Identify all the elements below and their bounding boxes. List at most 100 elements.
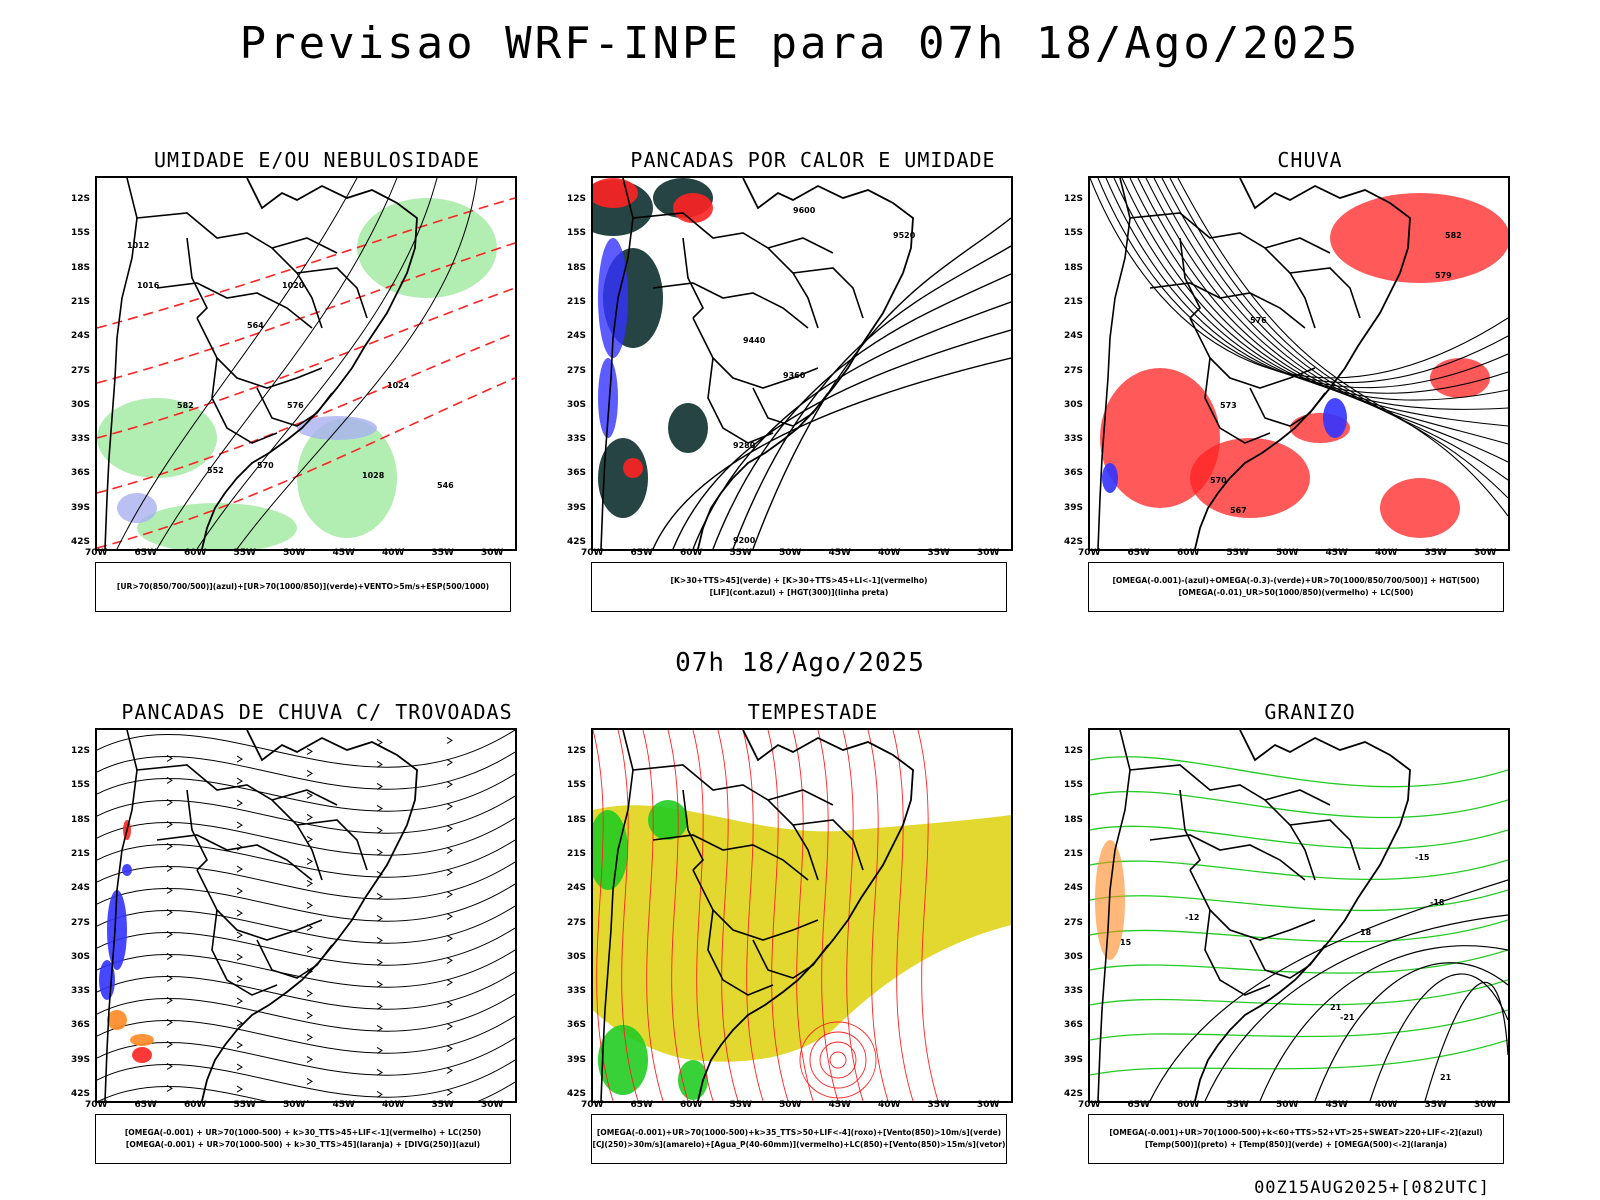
lon-tick-label: 45W	[828, 548, 851, 558]
contour-line	[817, 730, 839, 1101]
lon-tick-label: 65W	[630, 1100, 653, 1110]
streamline-arrow	[306, 989, 313, 997]
contour-label: 1012	[127, 241, 149, 250]
streamline-arrow	[446, 802, 453, 810]
streamline-arrow	[306, 945, 313, 953]
lat-tick-label: 18S	[1064, 262, 1084, 273]
lat-tick-label: 39S	[1064, 1054, 1084, 1065]
lon-tick-label: 40W	[878, 1100, 901, 1110]
streamline-arrow	[306, 835, 313, 843]
lon-tick-label: 45W	[1325, 1100, 1348, 1110]
legend-line: [OMEGA(-0.001) + UR>70(1000-500) + k>30_…	[125, 1140, 481, 1149]
lat-tick-label: 36S	[1064, 468, 1084, 479]
contour-label: 573	[1220, 401, 1237, 410]
contour-label: 546	[437, 481, 454, 490]
border-line	[156, 834, 313, 881]
border-line	[1189, 869, 1316, 941]
contour-line	[712, 273, 1011, 549]
contour-line	[1145, 178, 1508, 445]
lon-tick-label: 35W	[431, 548, 454, 558]
lat-tick-label: 15S	[71, 228, 91, 239]
border-line	[1179, 237, 1201, 319]
lon-tick-label: 60W	[184, 548, 207, 558]
contour-label: 9600	[793, 206, 816, 215]
lon-tick-label: 65W	[630, 548, 653, 558]
coastline	[1194, 178, 1411, 549]
coastline	[1194, 730, 1411, 1101]
contour-label: 570	[1210, 476, 1227, 485]
lat-tick-label: 27S	[71, 917, 91, 928]
shaded-area	[122, 864, 132, 876]
border-line	[1129, 764, 1316, 881]
shaded-area	[297, 418, 397, 538]
lat-tick-label: 15S	[567, 228, 587, 239]
streamline	[98, 1081, 515, 1101]
contour-label: 1028	[362, 471, 385, 480]
jet-stream-area	[593, 805, 1011, 1062]
streamline-arrow	[376, 1069, 383, 1076]
map-frame: 1012 1016 1020 1024 1028 564 570 576 582 546 552	[95, 176, 517, 551]
lat-tick-label: 12S	[1064, 746, 1084, 756]
lon-tick-label: 55W	[233, 548, 256, 558]
streamline-arrow	[376, 959, 383, 966]
contour-label: 1020	[282, 281, 305, 290]
contour-label: 582	[177, 401, 194, 410]
lat-tick-label: 30S	[71, 399, 91, 410]
lon-tick-label: 50W	[283, 1100, 306, 1110]
lon-tick-label: 50W	[1276, 1100, 1299, 1110]
lat-tick-label: 30S	[1064, 399, 1084, 410]
border-line	[1149, 834, 1306, 881]
contour-line	[236, 178, 478, 549]
streamline-arrow	[446, 912, 453, 920]
streamline-arrow	[376, 893, 383, 900]
lat-tick-label: 33S	[567, 986, 587, 997]
lon-tick-label: 30W	[977, 1100, 1000, 1110]
streamline-arrow	[236, 865, 243, 873]
contour-line	[767, 730, 789, 1101]
shaded-area	[132, 1047, 152, 1063]
border-line	[600, 178, 634, 549]
lat-tick-label: 42S	[71, 537, 91, 547]
panel-title: CHUVA	[1277, 148, 1343, 172]
contour-line	[617, 730, 639, 1101]
lat-tick-label: 12S	[1064, 194, 1084, 204]
contour-line	[97, 242, 515, 384]
contour-label: 9200	[733, 536, 756, 545]
contour-label: 576	[1250, 316, 1267, 325]
streamline-arrow	[376, 937, 383, 944]
shaded-area	[598, 438, 648, 518]
border-line	[632, 212, 819, 329]
border-line	[104, 730, 138, 1101]
shaded-area	[668, 403, 708, 453]
panel-title: GRANIZO	[1264, 700, 1356, 724]
contour-label: 579	[1435, 271, 1452, 280]
map-canvas: 582 579 576 573 570 567	[1090, 178, 1508, 549]
streamline	[97, 993, 515, 1032]
lat-tick-label: 21S	[567, 848, 587, 859]
contour-line	[1090, 825, 1508, 850]
map-panel-umidade: UMIDADE E/OU NEBULOSIDADE 1012 1016 1020 102…	[57, 148, 557, 633]
shaded-area	[357, 198, 497, 298]
lat-tick-label: 24S	[567, 883, 587, 894]
border-line	[196, 869, 323, 941]
map-canvas	[593, 730, 1011, 1101]
border-line	[136, 212, 323, 329]
streamline	[97, 883, 515, 922]
lon-tick-label: 40W	[382, 548, 405, 558]
streamline	[97, 795, 515, 834]
border-line	[792, 267, 864, 319]
streamline	[97, 861, 515, 900]
streamline-arrow	[306, 1055, 313, 1063]
streamline-arrow	[306, 813, 313, 821]
lon-tick-label: 70W	[1078, 1100, 1101, 1110]
contour-label: -12	[1185, 913, 1199, 922]
lon-tick-label: 60W	[1177, 548, 1200, 558]
lat-tick-label: 39S	[71, 502, 91, 513]
contour-line	[116, 178, 358, 549]
streamline	[97, 927, 515, 966]
streamline-arrow	[306, 857, 313, 865]
lon-tick-label: 45W	[332, 1100, 355, 1110]
contour-line	[1424, 981, 1508, 1101]
lat-tick-label: 36S	[71, 468, 91, 479]
legend-line: [K>30+TTS>45](verde) + [K>30+TTS>45+LI<-…	[670, 576, 928, 585]
